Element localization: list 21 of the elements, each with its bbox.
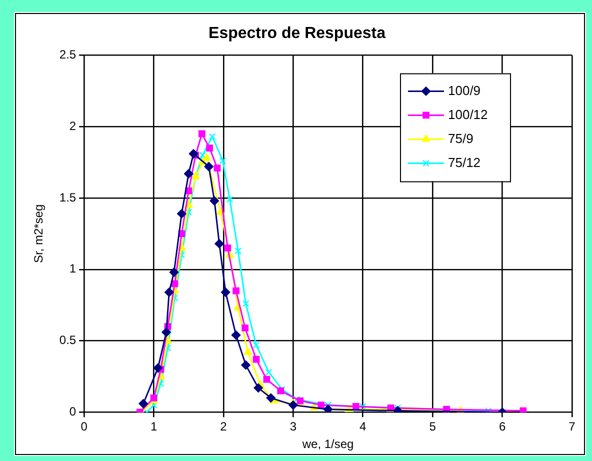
x-tick-label: 7 bbox=[568, 420, 576, 434]
legend-label: 75/12 bbox=[448, 154, 481, 170]
y-tick-label: 1 bbox=[69, 262, 76, 276]
x-tick-label: 0 bbox=[80, 420, 88, 434]
legend-label: 100/12 bbox=[448, 106, 488, 122]
y-tick-label: 1.5 bbox=[59, 190, 76, 204]
chart-title: Espectro de Respuesta bbox=[208, 25, 386, 42]
legend-label: 100/9 bbox=[448, 82, 481, 98]
x-axis-title: we, 1/seg bbox=[301, 437, 354, 452]
y-tick-label: 2 bbox=[69, 118, 76, 133]
x-tick-label: 2 bbox=[220, 420, 228, 434]
x-tick-label: 4 bbox=[360, 420, 367, 434]
y-tick-label: 2.5 bbox=[59, 48, 76, 62]
y-axis-title: Sr, m2*seg bbox=[32, 204, 46, 264]
x-tick-label: 5 bbox=[429, 420, 436, 434]
y-tick-label: 0.5 bbox=[59, 333, 76, 348]
legend-label: 75/9 bbox=[448, 130, 474, 146]
x-tick-label: 1 bbox=[150, 420, 158, 434]
y-tick-label: 0 bbox=[69, 404, 76, 419]
x-tick-label: 6 bbox=[498, 420, 506, 434]
x-tick-label: 3 bbox=[290, 420, 297, 434]
